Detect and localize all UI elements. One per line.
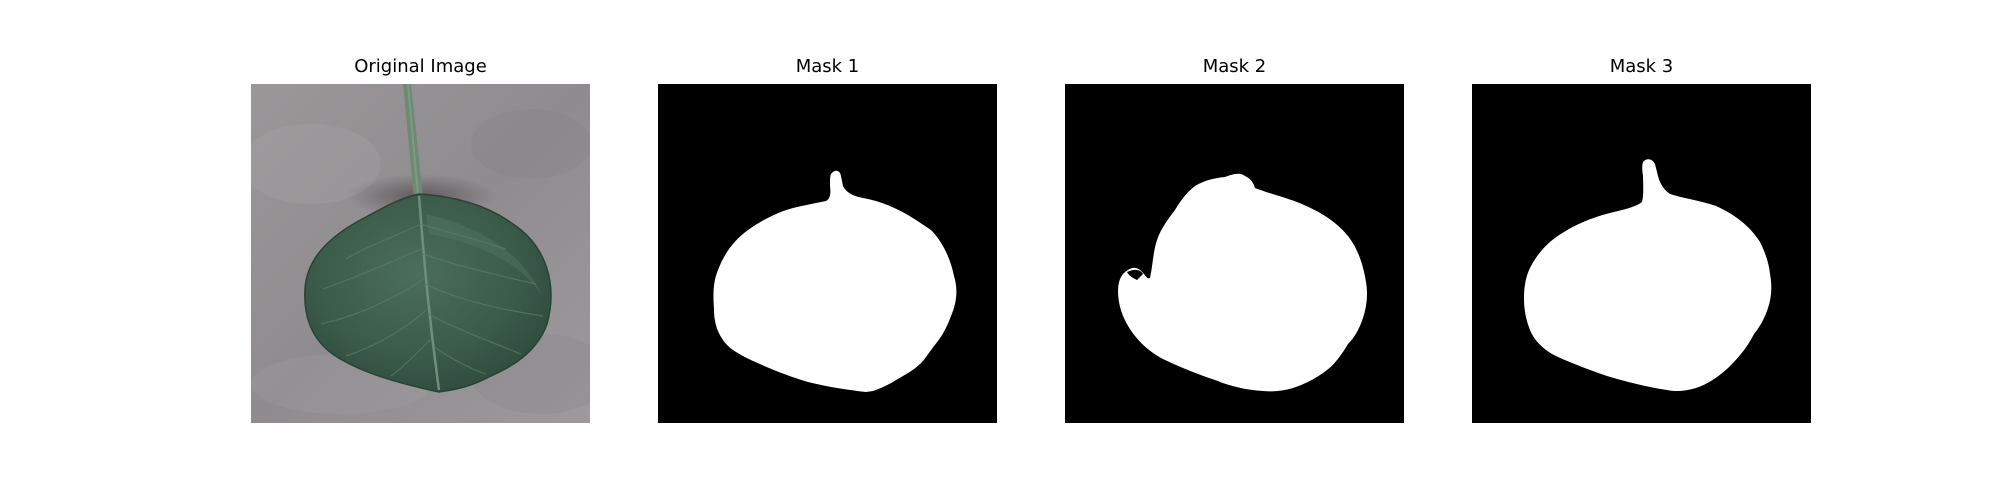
mask-3-image [1472, 84, 1811, 423]
mask-1-image [658, 84, 997, 423]
mask-3-title: Mask 3 [1609, 56, 1674, 77]
original-image-panel: Original Image [251, 56, 590, 423]
mask-1-title: Mask 1 [795, 56, 860, 77]
original-image-title: Original Image [354, 56, 487, 77]
mask-3-panel: Mask 3 [1472, 56, 1811, 423]
mask-2-title: Mask 2 [1202, 56, 1267, 77]
mask-2-image [1065, 84, 1404, 423]
original-leaf-photo [251, 84, 590, 423]
mask-1-panel: Mask 1 [658, 56, 997, 423]
mask-2-panel: Mask 2 [1065, 56, 1404, 423]
